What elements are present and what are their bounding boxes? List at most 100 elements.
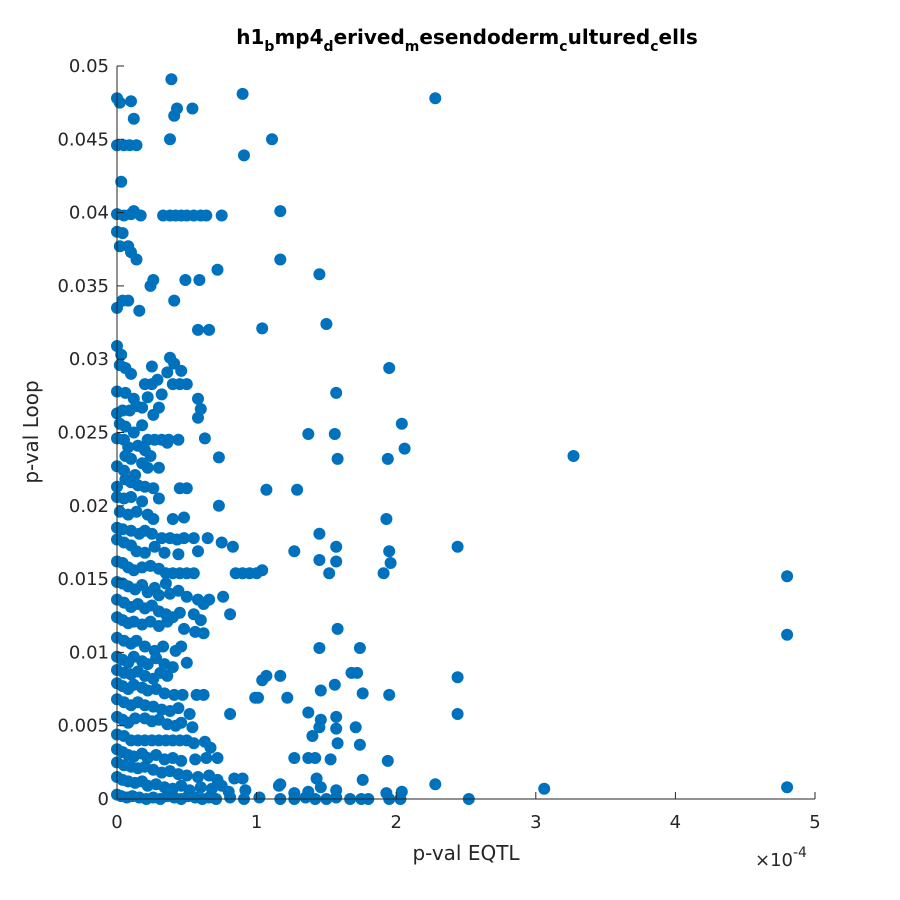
data-point	[172, 584, 185, 597]
data-point	[141, 658, 154, 671]
data-point	[180, 482, 193, 495]
title-subscript: b	[264, 39, 274, 55]
x-axis-label: p-val EQTL	[412, 841, 520, 865]
data-point	[147, 513, 160, 525]
data-point	[212, 451, 225, 464]
data-point	[152, 589, 165, 602]
data-point	[331, 622, 344, 635]
data-point	[215, 209, 228, 222]
data-point	[192, 392, 204, 405]
data-point	[200, 209, 213, 222]
data-point	[152, 492, 165, 505]
data-point	[189, 753, 202, 766]
title-segment: ultured	[568, 25, 651, 49]
data-point	[192, 323, 204, 336]
data-point	[197, 627, 210, 640]
data-point	[381, 452, 394, 465]
data-point	[356, 773, 369, 786]
data-point	[165, 73, 178, 86]
data-point	[313, 721, 326, 734]
data-point	[136, 419, 149, 432]
data-point	[302, 428, 315, 440]
title-segment: erived	[334, 25, 405, 49]
data-point	[398, 442, 411, 455]
data-point	[211, 263, 224, 276]
x-ticks: 0 1 2 3 4 5	[111, 792, 821, 833]
data-point	[203, 323, 216, 336]
data-point	[200, 752, 213, 764]
data-point	[353, 738, 366, 751]
data-point	[201, 532, 214, 545]
title-segment: mp4	[274, 25, 323, 49]
y-tick-label: 0.015	[57, 569, 109, 590]
x-axis-exponent: ×10-4	[755, 845, 807, 871]
data-point	[161, 436, 174, 449]
data-point	[313, 642, 326, 654]
data-point	[451, 540, 464, 553]
y-tick-label: 0	[98, 789, 109, 810]
data-point	[175, 754, 188, 767]
data-point	[127, 426, 140, 439]
data-point	[161, 669, 174, 682]
data-point	[260, 669, 273, 682]
data-point	[178, 511, 190, 524]
data-point	[155, 388, 168, 401]
data-point	[313, 554, 326, 566]
data-point	[166, 513, 179, 525]
data-point	[158, 546, 171, 559]
data-point	[192, 545, 204, 558]
data-point	[211, 752, 224, 764]
data-point	[383, 362, 396, 374]
data-point	[331, 737, 344, 750]
data-point	[129, 712, 142, 725]
y-tick-label: 0.04	[69, 203, 109, 224]
title-subscript: c	[650, 39, 658, 55]
x-tick-label: 4	[670, 812, 681, 833]
data-point	[256, 322, 269, 335]
data-point	[781, 570, 794, 583]
data-point	[138, 546, 151, 559]
data-point	[313, 268, 326, 281]
data-point	[125, 491, 137, 503]
data-point	[116, 227, 129, 240]
data-point	[164, 133, 176, 146]
data-point	[330, 555, 343, 568]
data-point	[161, 366, 174, 379]
data-point	[144, 279, 157, 292]
data-point	[351, 666, 364, 679]
data-point	[194, 614, 207, 627]
data-point	[119, 420, 132, 433]
data-point	[356, 687, 369, 700]
data-point	[383, 688, 396, 701]
data-point	[451, 708, 464, 720]
data-point	[215, 536, 228, 549]
data-point	[380, 513, 393, 525]
data-point	[224, 708, 237, 720]
data-point	[130, 505, 143, 518]
data-point	[157, 640, 170, 653]
data-point	[159, 577, 172, 590]
data-point	[377, 567, 390, 580]
data-point	[150, 652, 163, 665]
data-point	[429, 92, 442, 105]
title-segment: esendoderm	[419, 25, 559, 49]
data-point	[224, 791, 237, 804]
data-point	[274, 205, 287, 218]
data-point	[252, 691, 264, 704]
data-point	[180, 590, 193, 603]
y-tick-label: 0.045	[57, 129, 109, 150]
title-subscript: m	[405, 39, 420, 55]
data-point	[147, 482, 160, 495]
data-point	[115, 175, 128, 188]
data-point	[256, 564, 269, 577]
data-point	[186, 721, 199, 734]
data-point	[144, 450, 157, 462]
data-point	[172, 702, 185, 715]
data-point	[567, 450, 580, 462]
data-point	[314, 684, 327, 697]
data-point	[272, 779, 285, 792]
data-point	[328, 678, 341, 691]
data-point	[323, 567, 336, 580]
data-point	[130, 139, 143, 152]
x-tick-label: 2	[390, 812, 401, 833]
